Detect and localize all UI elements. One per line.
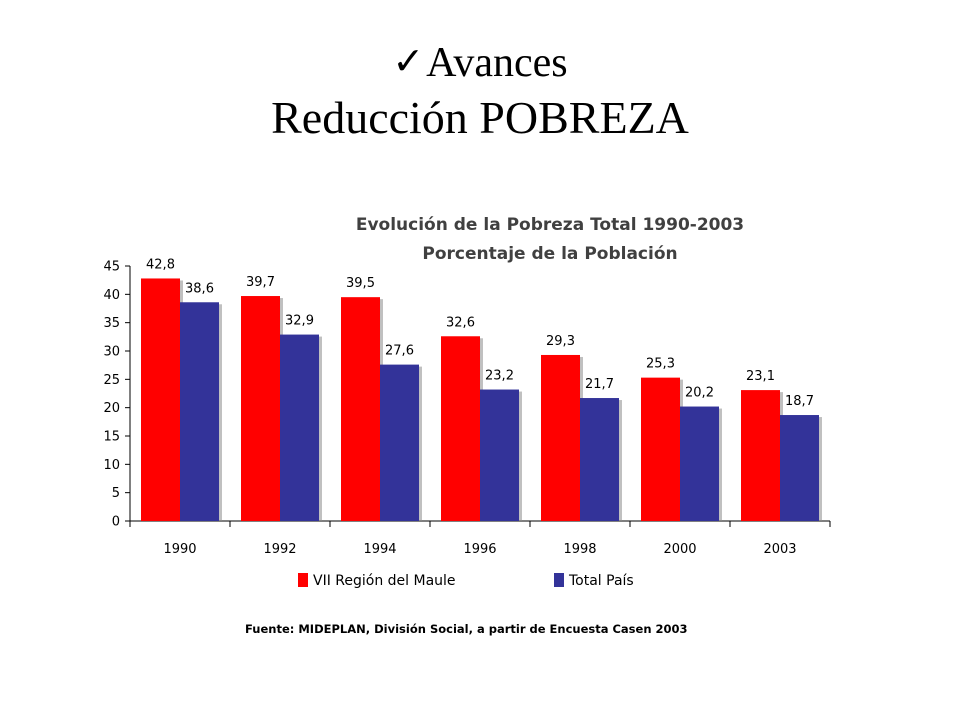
slide-title-line1: ✓Avances [0,36,960,89]
bar-total-pais [580,398,619,521]
data-label: 27,6 [385,344,414,359]
legend: VII Región del Maule Total País [298,573,634,589]
bar-maule [141,278,180,521]
data-label: 39,7 [246,275,275,290]
y-tick-label: 0 [112,515,120,530]
bar-total-pais [180,302,219,521]
x-tick-label: 1992 [263,542,296,557]
y-tick-label: 20 [103,401,120,416]
y-tick-label: 25 [103,373,120,388]
chart-source: Fuente: MIDEPLAN, División Social, a par… [245,622,688,636]
bar-maule [441,336,480,521]
y-tick-label: 15 [103,430,120,445]
bar-maule [641,377,680,521]
data-label: 23,2 [485,369,514,384]
data-label: 23,1 [746,369,775,384]
legend-swatch [554,573,564,587]
x-tick-label: 1996 [463,542,496,557]
y-tick-label: 35 [103,316,120,331]
data-label: 39,5 [346,276,375,291]
slide-title-avances: Avances [426,40,568,86]
data-label: 42,8 [146,257,175,272]
bar-total-pais [480,389,519,521]
bar-maule [741,390,780,521]
y-tick-label: 10 [103,458,120,473]
slide-title-line2: Reducción POBREZA [271,92,689,143]
data-label: 20,2 [685,386,714,401]
x-tick-label: 1994 [363,542,396,557]
slide-title: ✓Avances Reducción POBREZA [0,36,960,147]
data-label: 29,3 [546,334,575,349]
bar-maule [341,297,380,521]
bar-total-pais [280,334,319,521]
bar-total-pais [680,406,719,521]
bar-maule [541,354,580,521]
x-tick-label: 2003 [763,542,796,557]
plot-area: 0 5 10 15 20 25 30 35 40 45 1990 1992 1994 1996 1998 20… [103,257,831,557]
y-tick-label: 45 [103,260,120,275]
data-label: 32,6 [446,315,475,330]
x-tick-label: 1990 [163,542,196,557]
bar-total-pais [380,364,419,521]
chart-title: Evolución de la Pobreza Total 1990-2003 [356,215,744,235]
y-tick-label: 30 [103,345,120,360]
y-tick-label: 40 [103,288,120,303]
data-label: 25,3 [646,357,675,372]
bar-total-pais [780,415,819,521]
legend-swatch [298,573,308,587]
data-label: 18,7 [785,394,814,409]
y-tick-label: 5 [112,486,120,501]
legend-label: VII Región del Maule [313,573,456,589]
bar-maule [241,296,280,521]
x-tick-label: 2000 [663,542,696,557]
data-label: 38,6 [185,281,214,296]
data-label: 21,7 [585,377,614,392]
data-label: 32,9 [285,314,314,329]
legend-label: Total País [568,573,634,589]
x-tick-label: 1998 [563,542,596,557]
chart-subtitle: Porcentaje de la Población [422,244,677,264]
check-icon: ✓ [392,41,425,83]
